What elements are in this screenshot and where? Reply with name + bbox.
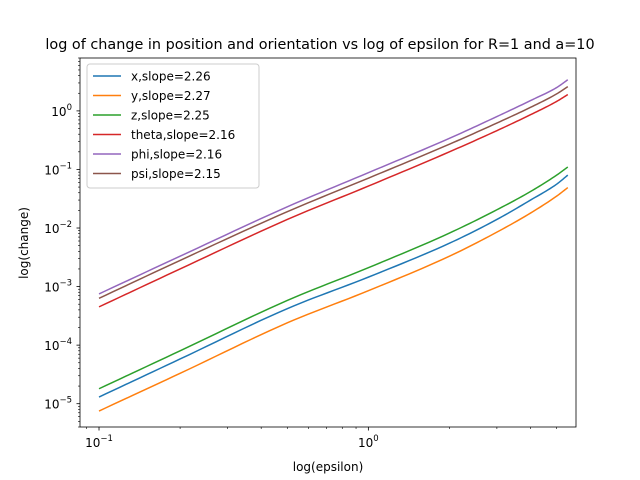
series-line-3 xyxy=(98,93,569,308)
x-axis: 10−1 100 xyxy=(85,427,557,450)
legend-label: z,slope=2.25 xyxy=(131,109,210,123)
y-tick-label: 10−1 xyxy=(44,161,72,177)
y-tick-label: 10−2 xyxy=(44,220,72,236)
y-tick-label: 10−4 xyxy=(44,337,72,353)
legend-label: x,slope=2.26 xyxy=(131,70,211,84)
legend-frame xyxy=(86,63,260,189)
series-line-5 xyxy=(98,85,569,299)
y-tick-label: 10−3 xyxy=(44,279,72,295)
x-tick-label: 10−1 xyxy=(85,434,113,450)
legend-label: psi,slope=2.15 xyxy=(131,167,221,181)
series-line-2 xyxy=(98,166,569,390)
legend-label: phi,slope=2.16 xyxy=(131,148,222,162)
series-line-4 xyxy=(98,79,569,295)
y-axis-label: log(change) xyxy=(17,207,31,279)
axes-frame xyxy=(79,57,577,428)
series-line-1 xyxy=(98,186,569,412)
legend: x,slope=2.26 y,slope=2.27 z,slope=2.25 thet… xyxy=(86,63,260,189)
chart-title: log of change in position and orientatio… xyxy=(45,37,594,53)
plot-area xyxy=(98,79,569,412)
x-axis-label: log(epsilon) xyxy=(293,460,364,474)
legend-label: theta,slope=2.16 xyxy=(131,128,235,142)
series-line-0 xyxy=(98,174,569,398)
x-tick-label: 100 xyxy=(358,434,379,450)
y-axis: 10−5 10−4 10−3 10−2 10−1 100 xyxy=(44,57,80,428)
legend-label: y,slope=2.27 xyxy=(131,89,211,103)
y-tick-label: 10−5 xyxy=(44,396,72,412)
y-tick-label: 100 xyxy=(51,103,72,119)
